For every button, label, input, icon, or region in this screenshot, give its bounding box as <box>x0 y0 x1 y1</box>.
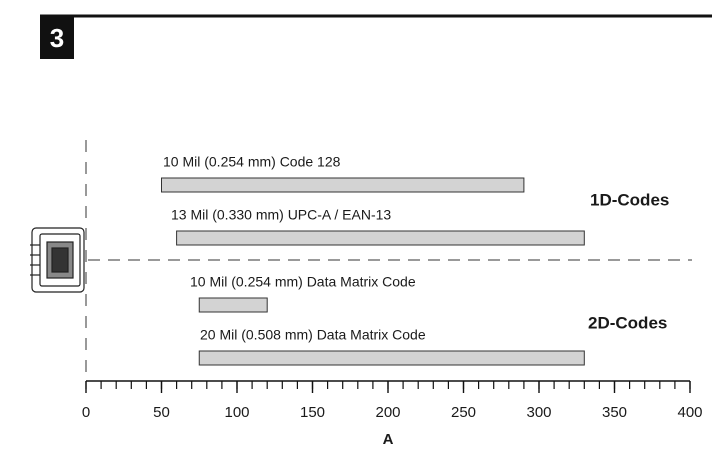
x-tick-label: 350 <box>602 404 627 421</box>
x-tick-label: 400 <box>677 404 702 421</box>
group-label: 1D-Codes <box>590 190 669 209</box>
x-tick-label: 200 <box>375 404 400 421</box>
group-label: 2D-Codes <box>588 313 667 332</box>
bar-label: 10 Mil (0.254 mm) Code 128 <box>163 154 341 170</box>
x-tick-label: 100 <box>224 404 249 421</box>
x-tick-label: 250 <box>451 404 476 421</box>
bar-label: 10 Mil (0.254 mm) Data Matrix Code <box>190 274 416 290</box>
x-tick-label: 300 <box>526 404 551 421</box>
x-axis-label: A <box>383 431 394 448</box>
range-bar <box>199 351 584 365</box>
figure-number: 3 <box>50 23 64 53</box>
range-bar <box>177 231 585 245</box>
x-tick-label: 50 <box>153 404 170 421</box>
range-bar <box>199 298 267 312</box>
range-bar <box>162 178 524 192</box>
scanner-icon <box>30 228 84 292</box>
bar-label: 13 Mil (0.330 mm) UPC-A / EAN-13 <box>171 207 391 223</box>
bar-label: 20 Mil (0.508 mm) Data Matrix Code <box>200 327 426 343</box>
x-tick-label: 150 <box>300 404 325 421</box>
chart: 3 A 1D-Codes 2D-Codes 0 50 100 150 200 250 300… <box>0 0 715 455</box>
x-tick-label: 0 <box>82 404 90 421</box>
